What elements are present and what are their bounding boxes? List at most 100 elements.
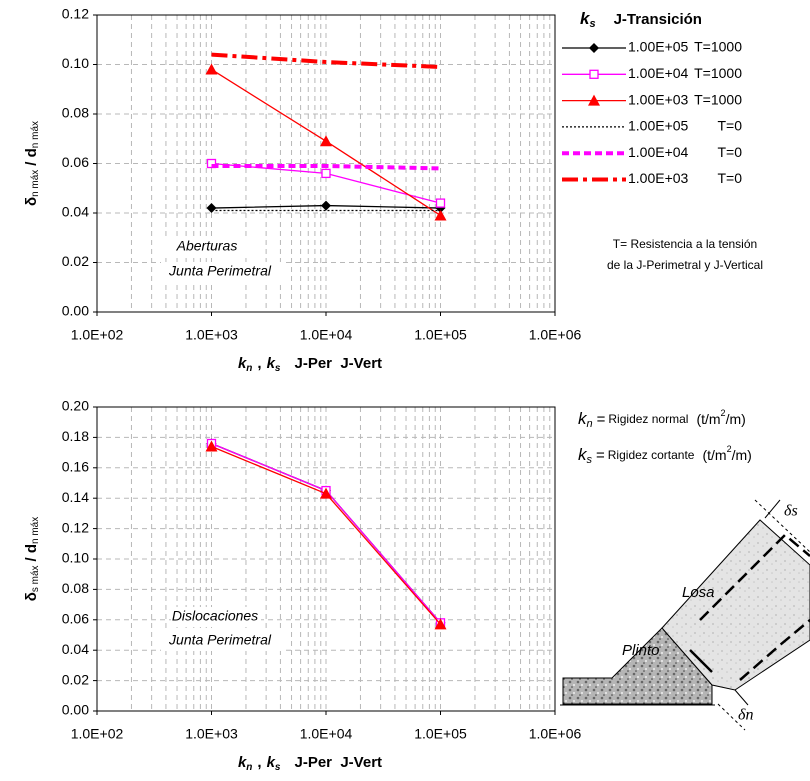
marker xyxy=(321,168,331,179)
y-tick-label: 0.20 xyxy=(62,398,89,414)
y-axis-label: δs máx / dn máx xyxy=(23,517,41,602)
y-tick-label: 0.10 xyxy=(62,55,89,71)
definition-part: = xyxy=(596,447,605,464)
x-axis-label: kn, ks J-Per J-Vert xyxy=(238,355,382,374)
y-tick-label: 0.14 xyxy=(62,489,89,505)
legend-marker xyxy=(589,69,599,79)
joint xyxy=(689,649,713,673)
y-tick-label: 0.10 xyxy=(62,550,89,566)
y-tick-label: 0.00 xyxy=(62,303,89,319)
x-axis-label-part: n xyxy=(246,363,252,374)
plot-frame xyxy=(96,406,556,712)
series-line xyxy=(211,52,441,69)
marker xyxy=(434,618,447,630)
slab-label: Losa xyxy=(682,584,715,601)
definition-part: Rigidez cortante xyxy=(608,448,695,462)
y-axis-label-part: n máx xyxy=(30,121,41,148)
definition-part: /m) xyxy=(732,447,752,463)
slab-shape xyxy=(661,519,810,691)
x-tick-label: 1.0E+06 xyxy=(529,726,582,742)
legend-marker xyxy=(588,94,600,106)
legend-label: T=0 xyxy=(717,144,742,160)
plot-frame xyxy=(96,14,556,313)
diagram: Losa Plinto δs δn xyxy=(560,499,810,731)
plinth-label: Plinto xyxy=(622,642,660,659)
y-axis-label-part: n máx xyxy=(30,170,41,197)
definition-part: k xyxy=(578,409,588,428)
legend-label: T=1000 xyxy=(694,65,742,81)
x-axis-label-part: s xyxy=(275,762,281,773)
x-axis-label-part: J-Per J-Vert xyxy=(294,355,382,372)
annotation-bg xyxy=(171,607,261,627)
y-tick-label: 0.02 xyxy=(62,671,89,687)
legend-label: 1.00E+04 xyxy=(628,144,689,160)
y-tick-label: 0.08 xyxy=(62,105,89,121)
series-line xyxy=(211,163,441,171)
annotation-bg xyxy=(163,237,253,257)
x-tick-label: 1.0E+03 xyxy=(185,726,238,742)
legend-note: T= Resistencia a la tensión xyxy=(613,237,757,251)
x-tick-label: 1.0E+05 xyxy=(414,726,467,742)
x-tick-label: 1.0E+04 xyxy=(300,327,353,343)
legend-title-part: J-Transición xyxy=(614,11,702,28)
definition-part: = xyxy=(597,411,606,428)
legend-title-part: s xyxy=(589,18,595,30)
x-axis-label-part: k xyxy=(238,355,247,372)
y-tick-label: 0.08 xyxy=(62,580,89,596)
annotation: Aberturas xyxy=(176,238,238,254)
legend-label: T=1000 xyxy=(694,91,742,107)
x-tick-label: 1.0E+03 xyxy=(185,327,238,343)
y-tick-label: 0.04 xyxy=(62,204,89,220)
marker xyxy=(320,135,332,147)
legend-label: 1.00E+03 xyxy=(628,91,689,107)
y-tick-label: 0.16 xyxy=(62,459,89,475)
legend-label: T=0 xyxy=(717,118,742,134)
y-axis-label-part: n máx xyxy=(30,517,41,544)
legend-label: T=1000 xyxy=(694,39,742,55)
marker xyxy=(435,198,446,208)
y-tick-label: 0.12 xyxy=(62,6,89,22)
y-axis-label-part: / d xyxy=(23,148,40,166)
x-axis-label-part: J-Per J-Vert xyxy=(294,754,382,771)
legend-title: ks J-Transición xyxy=(580,9,702,29)
y-axis-label-part: δ xyxy=(23,592,40,601)
marker xyxy=(321,200,331,211)
annotation: Junta Perimetral xyxy=(168,263,272,279)
marker xyxy=(205,63,218,75)
definition-part: 2 xyxy=(721,408,726,418)
marker xyxy=(434,209,447,221)
annotation-bg xyxy=(161,262,283,282)
legend-label: 1.00E+05 xyxy=(628,39,689,55)
dim-line xyxy=(754,499,810,553)
x-axis-label-part: k xyxy=(267,355,276,372)
y-tick-label: 0.06 xyxy=(62,611,89,627)
dim-line xyxy=(717,703,746,731)
dn-label: δn xyxy=(738,707,753,724)
definition: kn = Rigidez normal (t/m2/m) xyxy=(578,408,746,430)
x-axis-label-part: k xyxy=(238,754,247,771)
y-axis-label: δn máx/ dn máx xyxy=(23,121,41,206)
y-axis-label-part: / d xyxy=(23,544,40,562)
displaced-slab xyxy=(739,619,810,681)
definition-part: 2 xyxy=(727,444,732,454)
x-tick-label: 1.0E+02 xyxy=(71,726,124,742)
annotation-bg xyxy=(161,631,283,651)
y-tick-label: 0.00 xyxy=(62,702,89,718)
x-axis-label: kn, ks J-Per J-Vert xyxy=(238,754,382,773)
marker xyxy=(320,487,332,499)
dim-arrow xyxy=(734,689,749,706)
x-axis-label-part: k xyxy=(267,754,276,771)
legend-label: 1.00E+04 xyxy=(628,65,689,81)
definition-part: k xyxy=(578,445,588,464)
legend-marker xyxy=(589,43,599,53)
annotation: Junta Perimetral xyxy=(168,632,272,648)
definition: ks = Rigidez cortante (t/m2/m) xyxy=(578,444,752,466)
legend-label: T=0 xyxy=(717,170,742,186)
x-tick-label: 1.0E+04 xyxy=(300,726,353,742)
x-axis-label-part: s xyxy=(275,363,281,374)
y-tick-label: 0.02 xyxy=(62,253,89,269)
x-tick-label: 1.0E+05 xyxy=(414,327,467,343)
legend-title-part: k xyxy=(580,9,591,28)
definition-part: /m) xyxy=(726,411,746,427)
